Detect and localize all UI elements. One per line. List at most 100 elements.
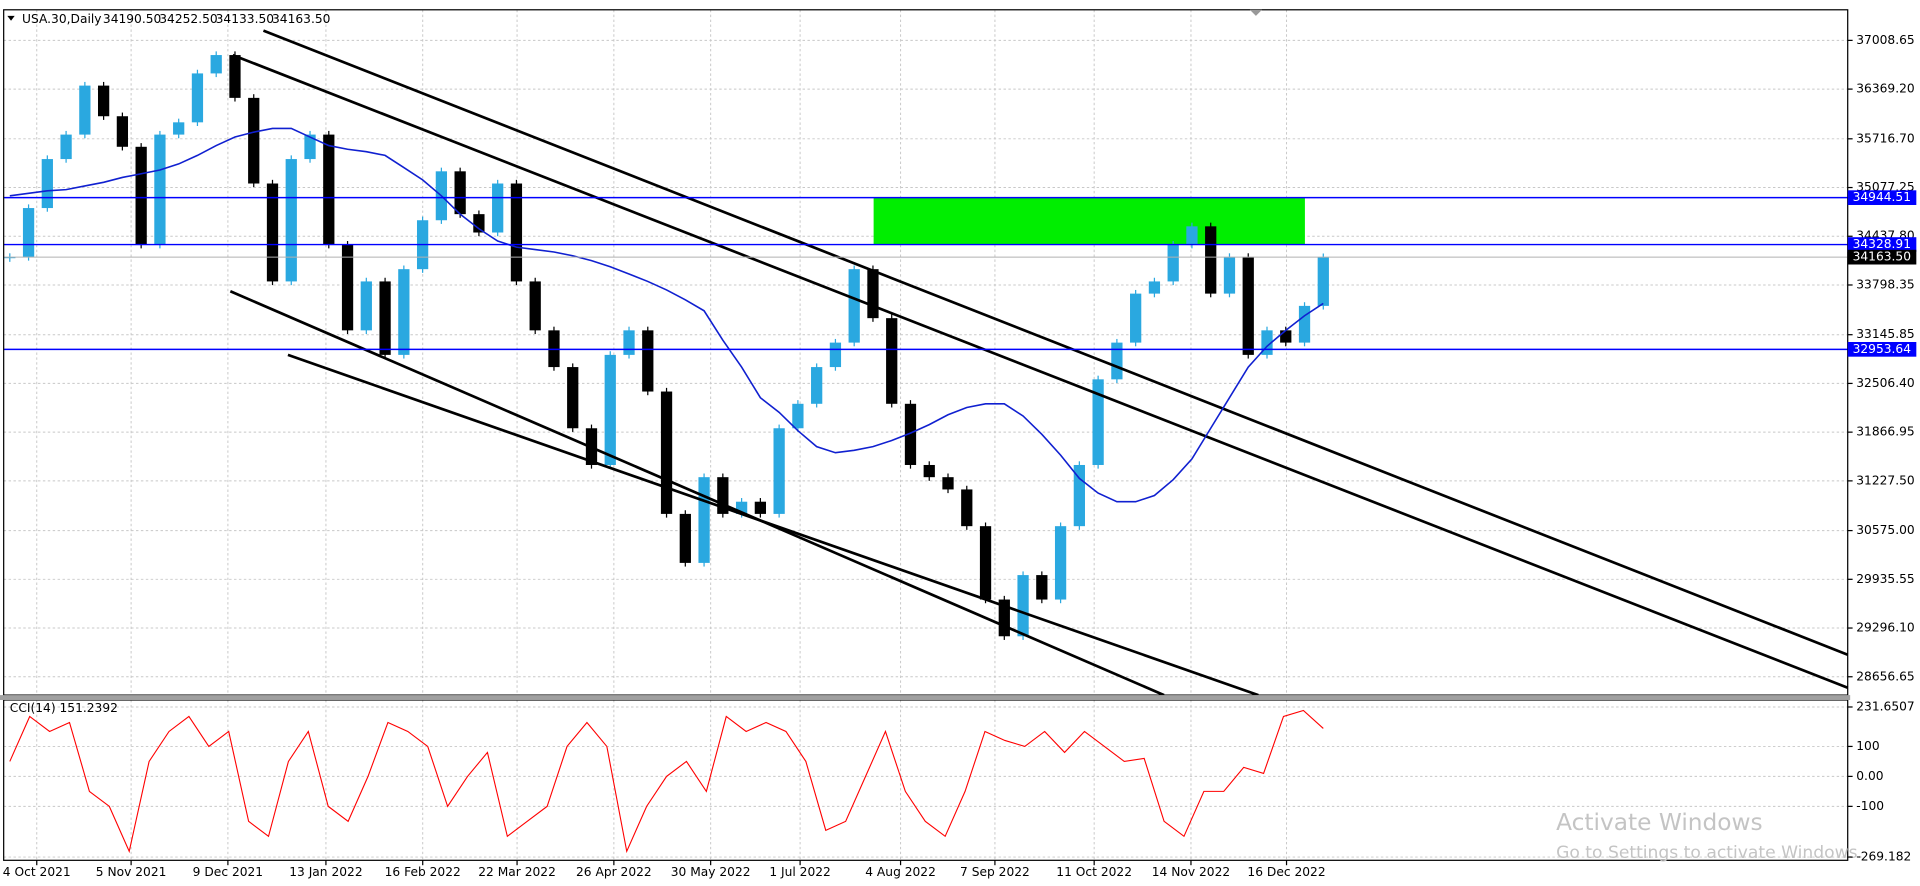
candle bbox=[961, 489, 973, 527]
date-label: 30 May 2022 bbox=[671, 865, 751, 879]
cci-tick-label: -269.182 bbox=[1856, 850, 1911, 864]
cci-tick-label: 100 bbox=[1856, 739, 1879, 753]
moving-average bbox=[9, 127, 1324, 503]
current-price-label: 34163.50 bbox=[1853, 250, 1911, 264]
trendlines bbox=[229, 29, 1849, 697]
candle bbox=[642, 330, 654, 392]
supply-zone bbox=[873, 197, 1305, 245]
candle bbox=[529, 281, 541, 331]
date-label: 22 Mar 2022 bbox=[478, 865, 556, 879]
candle bbox=[1205, 226, 1217, 294]
price-tick-label: 36369.20 bbox=[1856, 82, 1914, 96]
panel-splitter bbox=[0, 695, 1851, 700]
candle bbox=[735, 501, 748, 514]
level-tag-label: 34328.91 bbox=[1853, 237, 1911, 251]
current-price-tag bbox=[1847, 249, 1917, 265]
price-tick-label: 33798.35 bbox=[1856, 277, 1914, 291]
candle bbox=[135, 146, 147, 245]
cci-tick-label: 231.6507 bbox=[1856, 699, 1914, 713]
candle bbox=[886, 318, 898, 404]
watermark-title: Activate Windows bbox=[1556, 809, 1763, 836]
date-label: 26 Apr 2022 bbox=[576, 865, 652, 879]
candle bbox=[792, 403, 804, 429]
date-label: 4 Oct 2021 bbox=[3, 865, 71, 879]
date-label: 9 Dec 2021 bbox=[193, 865, 263, 879]
candle bbox=[285, 159, 297, 282]
trendline bbox=[229, 290, 1165, 697]
level-tag bbox=[1847, 190, 1917, 205]
ohlc-low: 34133.50 bbox=[216, 12, 274, 26]
price-tick-label: 35716.70 bbox=[1856, 131, 1914, 145]
candle bbox=[1130, 293, 1142, 343]
candle bbox=[942, 477, 954, 490]
price-tick-label: 30575.00 bbox=[1856, 523, 1914, 537]
candle bbox=[97, 85, 110, 117]
price-tick-label: 28656.65 bbox=[1856, 669, 1914, 683]
symbol-label: USA.30,Daily bbox=[22, 12, 101, 26]
trendline bbox=[287, 353, 1259, 697]
candle bbox=[173, 122, 185, 135]
date-label: 16 Dec 2022 bbox=[1247, 865, 1325, 879]
candle bbox=[1054, 526, 1067, 600]
candle bbox=[829, 342, 842, 368]
candle bbox=[1280, 330, 1292, 343]
cci-tick-label: -100 bbox=[1856, 799, 1884, 813]
date-label: 1 Jul 2022 bbox=[769, 865, 831, 879]
candle bbox=[1111, 342, 1123, 380]
grid bbox=[3, 9, 1848, 861]
candle bbox=[754, 501, 766, 514]
candle bbox=[867, 269, 879, 319]
watermark-subtitle: Go to Settings to activate Windows. bbox=[1556, 843, 1863, 863]
candle bbox=[773, 428, 785, 514]
candle bbox=[1242, 256, 1254, 355]
date-label: 14 Nov 2022 bbox=[1152, 865, 1230, 879]
candle bbox=[1036, 575, 1048, 600]
zone-layer bbox=[873, 197, 1305, 245]
candle bbox=[154, 134, 166, 245]
cci-tick-label: 0.00 bbox=[1856, 769, 1883, 783]
candle bbox=[811, 367, 823, 404]
candle bbox=[660, 391, 673, 514]
candle bbox=[717, 477, 729, 514]
date-label: 5 Nov 2021 bbox=[96, 865, 167, 879]
date-label: 7 Sep 2022 bbox=[960, 865, 1030, 879]
candle bbox=[904, 403, 917, 465]
candle bbox=[398, 269, 410, 355]
candle bbox=[473, 214, 485, 233]
candle bbox=[266, 183, 279, 282]
candle bbox=[248, 97, 260, 184]
candle bbox=[623, 330, 635, 355]
candle bbox=[229, 55, 241, 98]
candle bbox=[1261, 330, 1273, 355]
price-tick-label: 31227.50 bbox=[1856, 473, 1914, 487]
candle bbox=[210, 55, 222, 74]
candles bbox=[4, 51, 1329, 640]
menu-arrow[interactable] bbox=[7, 15, 15, 21]
candle bbox=[1186, 226, 1198, 245]
level-tag-label: 34944.51 bbox=[1853, 190, 1911, 204]
price-tick-label: 29935.55 bbox=[1856, 572, 1914, 586]
candle bbox=[998, 599, 1010, 637]
ohlc-high: 34252.50 bbox=[159, 12, 217, 26]
candle bbox=[698, 477, 710, 563]
date-label: 13 Jan 2022 bbox=[289, 865, 362, 879]
candle bbox=[360, 281, 372, 331]
date-label: 16 Feb 2022 bbox=[385, 865, 461, 879]
cci-label: CCI(14) 151.2392 bbox=[10, 701, 118, 715]
shift-marker[interactable] bbox=[1249, 9, 1263, 16]
candle bbox=[1167, 244, 1179, 282]
level-tag bbox=[1847, 342, 1917, 357]
candle bbox=[679, 513, 691, 563]
candle bbox=[1317, 257, 1329, 306]
candle bbox=[1092, 379, 1104, 465]
price-tick-label: 37008.65 bbox=[1856, 33, 1914, 47]
price-tick-label: 29296.10 bbox=[1856, 621, 1914, 635]
candle bbox=[341, 244, 354, 331]
level-tag-label: 32953.64 bbox=[1853, 342, 1912, 356]
candle bbox=[1223, 256, 1236, 294]
overlay bbox=[3, 127, 1848, 503]
candle bbox=[510, 183, 523, 282]
date-label: 4 Aug 2022 bbox=[865, 865, 936, 879]
candle bbox=[492, 183, 504, 233]
